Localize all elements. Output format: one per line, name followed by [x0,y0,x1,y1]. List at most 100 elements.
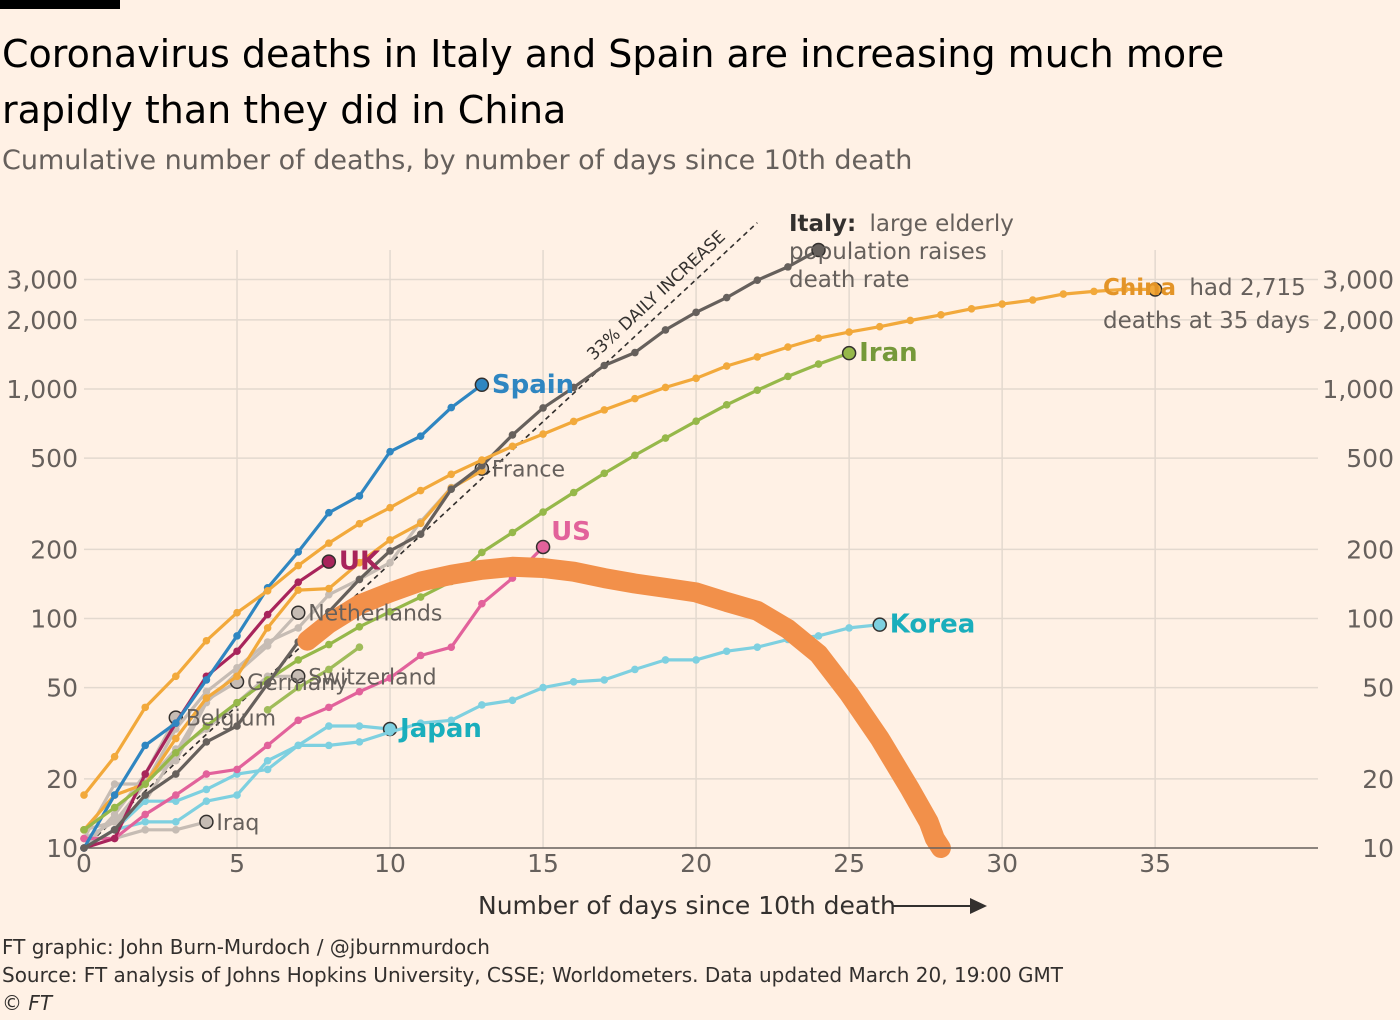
data-point-korea [478,701,486,709]
data-point-italy [386,547,394,555]
data-point-china [784,343,792,351]
series-label-japan: Japan [398,714,482,744]
x-tick-label: 0 [76,849,92,878]
data-point-iran [80,826,88,834]
series-line-us [82,545,545,841]
series-label-netherlands: Netherlands [308,602,442,627]
data-point-iran [508,528,517,537]
y-tick-label-right: 20 [1362,765,1394,794]
data-point-italy [600,361,609,370]
data-point-italy [263,679,272,688]
data-point-china [172,672,180,681]
data-point-china [1120,285,1129,294]
end-marker-netherlands [290,605,306,620]
data-point-iran [784,372,792,381]
data-point-china [539,430,547,438]
data-point-france [386,558,394,567]
data-point-unlabelled [172,734,180,743]
data-point-us [202,770,211,778]
data-point-korea [814,632,823,640]
series-label-korea: Korea [890,610,976,640]
data-point-italy [233,722,241,730]
end-marker-switzerland [290,669,306,684]
italy-annotation: Italy: large elderly population raises d… [789,211,1014,293]
data-point-italy [355,575,364,584]
data-point-italy [141,791,150,799]
data-point-us [447,643,456,651]
data-point-korea [447,716,456,725]
series-label-belgium: Belgium [186,707,276,732]
svg-text:Italy: large elderly: Italy: large elderly [789,211,1014,237]
data-point-france [325,590,333,599]
data-point-iran [692,417,700,425]
data-point-iran [478,548,486,557]
y-tick-label-left: 1,000 [6,375,78,404]
data-point-unlabelled [233,672,241,681]
data-point-china [110,752,119,761]
data-point-italy [539,404,547,412]
end-marker-spain [474,377,490,393]
data-point-japan [141,818,150,826]
x-axis-label: Number of days since 10th death [478,891,896,920]
italy-note-3: death rate [789,267,909,293]
italy-note-2: population raises [789,239,987,265]
data-point-korea [753,643,762,651]
data-point-iran [600,469,609,478]
data-point-italy [447,485,456,493]
data-point-japan [202,797,211,805]
data-point-china [631,394,639,403]
data-point-china [447,470,456,479]
series-lines [80,242,1163,852]
x-tick-label: 5 [229,849,245,878]
data-point-us [172,791,180,799]
data-point-china [233,608,241,617]
data-point-china [967,304,976,313]
data-point-japan [233,791,241,799]
x-axis-arrow [893,898,987,914]
data-point-italy [202,738,211,746]
data-point-unlabelled [202,694,211,702]
overlay-stroke-path [297,556,951,858]
data-point-japan [325,722,333,730]
data-point-iran [110,803,119,812]
data-point-korea [569,677,578,686]
data-point-iran [355,623,364,631]
data-point-china [998,300,1006,308]
data-point-us [386,674,394,682]
series-label-us: US [551,517,591,547]
china-annotation: China had 2,715 deaths at 35 days [1103,275,1310,334]
end-marker-china [1147,282,1163,297]
data-point-japan [172,818,180,826]
data-point-japan [355,722,364,730]
data-point-us [233,765,241,774]
y-tick-label-right: 200 [1346,535,1394,564]
data-point-iran [233,698,241,707]
italy-note-1: large elderly [869,211,1013,237]
chart-title: Coronavirus deaths in Italy and Spain ar… [2,32,1225,132]
data-point-spain [325,508,333,517]
series-label-iraq: Iraq [216,811,259,836]
data-point-iran [172,748,180,757]
x-tick-label: 20 [680,849,712,878]
italy-label: Italy: [789,211,856,237]
data-point-korea [722,647,731,656]
data-point-iran [722,401,731,409]
data-point-iran [569,488,578,497]
data-point-us [263,741,272,750]
china-label: China [1103,275,1176,301]
y-tick-label-left: 500 [30,444,78,473]
y-tick-label-left: 2,000 [6,306,78,335]
y-tick-label-right: 50 [1362,674,1394,703]
data-point-korea [386,728,394,736]
data-point-italy [508,431,517,439]
data-point-korea [845,624,853,632]
data-point-korea [661,656,670,664]
data-point-china [1028,296,1037,304]
x-tick-label: 35 [1139,849,1171,878]
data-point-spain [110,791,119,799]
data-point-italy [753,276,762,285]
data-point-china [692,374,700,383]
data-point-china [416,486,425,495]
china-note-2: deaths at 35 days [1103,308,1310,334]
